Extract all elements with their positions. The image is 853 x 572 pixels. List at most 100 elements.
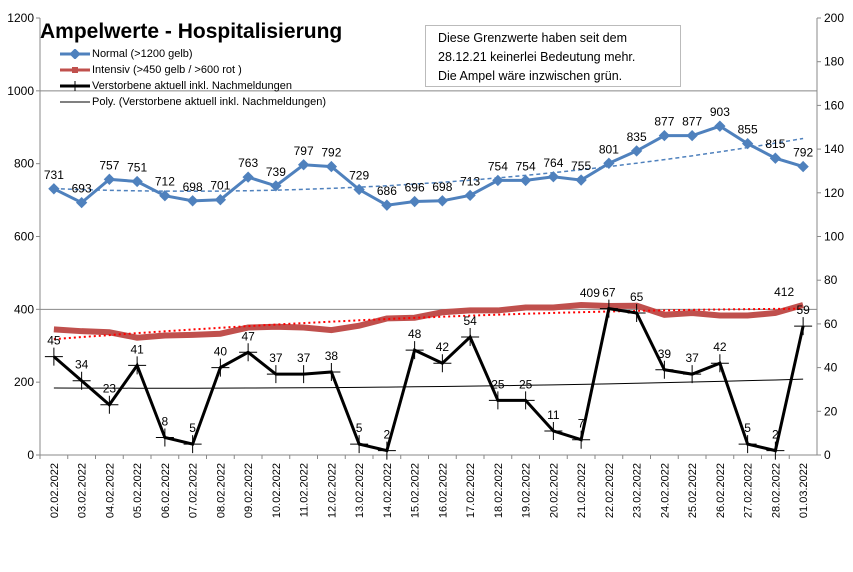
- point-normal: [741, 137, 754, 150]
- x-tick-label: 28.02.2022: [770, 463, 782, 518]
- series-normal-line: [53, 124, 804, 207]
- data-label-normal: 792: [793, 146, 813, 160]
- point-verstorbene: [72, 371, 91, 390]
- y-right-tick-label: 120: [824, 186, 844, 200]
- x-tick-label: 27.02.2022: [743, 463, 755, 518]
- x-tick-label: 19.02.2022: [521, 463, 533, 518]
- data-label-normal: 698: [432, 180, 452, 194]
- data-label-verstorbene: 54: [463, 314, 477, 328]
- legend-item-intensiv: Intensiv (>450 gelb / >600 rot ): [60, 62, 326, 78]
- data-label-verstorbene: 45: [47, 334, 61, 348]
- data-label-verstorbene: 59: [796, 303, 810, 317]
- x-tick-label: 09.02.2022: [243, 463, 255, 518]
- point-normal: [408, 195, 421, 208]
- x-tick-label: 14.02.2022: [382, 463, 394, 518]
- data-label-normal: 729: [349, 169, 369, 183]
- point-verstorbene: [572, 430, 591, 449]
- data-label-verstorbene: 42: [436, 340, 450, 354]
- x-tick-label: 12.02.2022: [326, 463, 338, 518]
- legend: Normal (>1200 gelb) Intensiv (>450 gelb …: [60, 46, 326, 110]
- point-normal: [270, 180, 282, 192]
- point-verstorbene: [266, 365, 285, 384]
- data-label-verstorbene: 42: [713, 340, 727, 354]
- data-label-normal: 751: [127, 161, 147, 175]
- data-label-verstorbene: 5: [189, 421, 196, 435]
- x-tick-label: 15.02.2022: [410, 463, 422, 518]
- y-left-tick-label: 400: [14, 302, 34, 316]
- point-normal: [159, 190, 171, 202]
- y-left-tick-label: 800: [14, 157, 34, 171]
- point-verstorbene: [377, 441, 396, 460]
- data-label-normal: 877: [682, 115, 702, 129]
- data-label-normal: 693: [72, 182, 92, 196]
- data-label-normal: 764: [543, 156, 563, 170]
- x-tick-label: 24.02.2022: [659, 463, 671, 518]
- point-verstorbene: [627, 303, 646, 322]
- data-label-verstorbene: 65: [630, 290, 644, 304]
- data-label-verstorbene: 8: [162, 415, 169, 429]
- y-right-tick-label: 20: [824, 404, 838, 418]
- data-label-verstorbene: 37: [269, 351, 283, 365]
- point-verstorbene: [433, 354, 452, 373]
- x-tick-label: 05.02.2022: [132, 463, 144, 518]
- point-normal: [769, 152, 782, 164]
- data-label-intensiv: 409: [580, 286, 600, 300]
- point-normal: [436, 195, 449, 207]
- data-label-verstorbene: 41: [130, 342, 144, 356]
- data-label-normal: 712: [155, 175, 175, 189]
- data-label-normal: 701: [210, 179, 230, 193]
- point-verstorbene: [544, 421, 563, 440]
- x-tick-label: 01.03.2022: [798, 463, 810, 518]
- x-tick-label: 13.02.2022: [354, 463, 366, 518]
- data-label-normal: 686: [377, 184, 397, 198]
- point-verstorbene: [710, 354, 729, 373]
- data-label-normal: 754: [488, 159, 508, 173]
- x-tick-label: 04.02.2022: [104, 463, 116, 518]
- y-left-tick-label: 200: [14, 375, 34, 389]
- point-verstorbene: [488, 391, 507, 410]
- data-label-normal: 815: [765, 137, 785, 151]
- point-verstorbene: [599, 299, 618, 318]
- point-verstorbene: [183, 435, 202, 454]
- data-label-verstorbene: 25: [491, 377, 505, 391]
- y-left-tick-label: 1200: [7, 11, 34, 25]
- y-right-tick-label: 180: [824, 55, 844, 69]
- point-normal: [353, 183, 365, 196]
- y-left-tick-label: 0: [27, 448, 34, 462]
- data-label-verstorbene: 11: [547, 408, 560, 422]
- data-label-normal: 797: [294, 144, 314, 158]
- point-normal: [603, 157, 615, 169]
- point-verstorbene: [738, 435, 757, 454]
- y-left-tick-label: 600: [14, 230, 34, 244]
- point-verstorbene: [294, 365, 313, 384]
- x-tick-label: 17.02.2022: [465, 463, 477, 518]
- point-verstorbene: [794, 317, 813, 336]
- point-verstorbene: [350, 435, 369, 454]
- chart-title: Ampelwerte - Hospitalisierung: [40, 20, 343, 43]
- x-tick-label: 26.02.2022: [715, 463, 727, 518]
- legend-item-normal: Normal (>1200 gelb): [60, 46, 326, 62]
- point-normal: [686, 129, 698, 142]
- y-right-tick-label: 140: [824, 142, 844, 156]
- y-right-tick-label: 60: [824, 317, 838, 331]
- data-label-verstorbene: 2: [772, 428, 779, 442]
- point-verstorbene: [155, 428, 174, 447]
- x-tick-label: 20.02.2022: [548, 463, 560, 518]
- y-right-tick-label: 100: [824, 230, 844, 244]
- point-verstorbene: [461, 328, 480, 347]
- point-normal: [575, 174, 587, 186]
- point-normal: [242, 171, 254, 183]
- data-label-normal: 754: [516, 159, 536, 173]
- point-normal: [630, 145, 643, 157]
- x-tick-label: 06.02.2022: [160, 463, 172, 518]
- data-label-verstorbene: 47: [241, 329, 255, 343]
- point-normal: [547, 171, 560, 183]
- point-verstorbene: [655, 360, 674, 379]
- data-label-normal: 696: [405, 181, 425, 195]
- legend-item-poly: Poly. (Verstorbene aktuell inkl. Nachmel…: [60, 96, 326, 108]
- point-verstorbene: [516, 391, 535, 410]
- x-tick-label: 21.02.2022: [576, 463, 588, 518]
- data-label-verstorbene: 34: [75, 358, 89, 372]
